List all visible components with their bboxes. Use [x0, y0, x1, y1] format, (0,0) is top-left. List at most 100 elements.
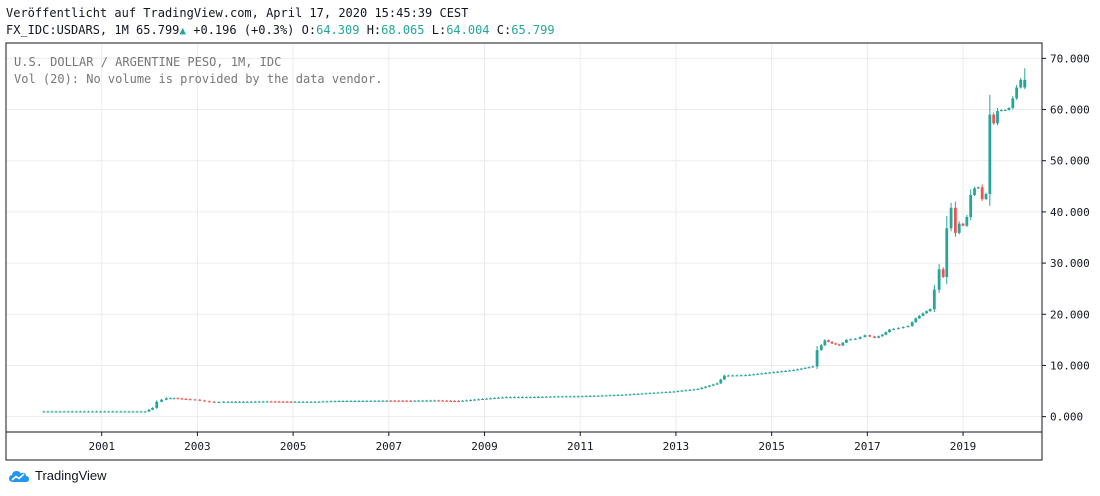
candle-body [736, 375, 739, 376]
volume-note: Vol (20): No volume is provided by the d… [14, 72, 382, 86]
tradingview-logo-icon [8, 469, 30, 483]
candle-body [373, 401, 376, 402]
candle-body [752, 374, 755, 375]
footer-brand[interactable]: TradingView [8, 468, 107, 483]
candle-body [203, 401, 206, 402]
candle-body [661, 392, 664, 393]
candle-body [625, 395, 628, 396]
candle-body [988, 115, 991, 194]
candle-body [342, 401, 345, 402]
candle-body [505, 397, 508, 398]
candle-body [169, 398, 172, 399]
candle-body [453, 401, 456, 402]
candle-body [565, 396, 568, 397]
candle-body [258, 402, 261, 403]
candle-body [314, 402, 317, 403]
candle-body [389, 401, 392, 402]
candle-body [716, 383, 719, 384]
candle-body [653, 393, 656, 394]
candle-body [731, 375, 734, 376]
candle-body [649, 393, 652, 394]
candle-body [569, 396, 572, 397]
candle-body [780, 371, 783, 372]
candle-body [573, 396, 576, 397]
candle-body [306, 402, 309, 403]
candle-body [641, 394, 644, 395]
time-axis-label: 2015 [758, 440, 785, 453]
candle-body [873, 337, 876, 338]
candle-body [744, 375, 747, 376]
candle-body [148, 410, 151, 412]
candle-body [405, 401, 408, 402]
price-axis-label: 40.000 [1050, 206, 1090, 219]
candle-body [700, 388, 703, 389]
candle-body [868, 335, 871, 336]
candle-body [128, 412, 131, 413]
candle-body [417, 401, 420, 402]
candle-body [681, 391, 684, 392]
candle-body [227, 402, 230, 403]
candle-body [772, 372, 775, 373]
candle-body [541, 397, 544, 398]
candle-body [473, 400, 476, 401]
candle-body [776, 372, 779, 373]
candle-body [849, 339, 852, 340]
candle-body [684, 390, 687, 391]
time-axis-label: 2007 [376, 440, 403, 453]
candle-body [278, 402, 281, 403]
candle-body [727, 376, 730, 377]
candle-body [577, 396, 580, 397]
candle-body [820, 345, 823, 350]
candle-body [393, 401, 396, 402]
candle-body [557, 396, 560, 397]
candle-body [922, 313, 925, 316]
candle-body [788, 370, 791, 371]
candle-body [597, 396, 600, 397]
candle-body [553, 397, 556, 398]
candle-body [326, 401, 329, 402]
candle-body [513, 397, 516, 398]
candle-body [246, 402, 249, 403]
candle-body [238, 402, 241, 403]
candle-body [136, 412, 139, 413]
candle-body [877, 336, 880, 338]
candles[interactable] [43, 68, 1027, 412]
candle-body [262, 402, 265, 403]
candle-body [397, 401, 400, 402]
time-axis-label: 2005 [280, 440, 307, 453]
candle-body [449, 401, 452, 402]
time-axis-label: 2011 [567, 440, 594, 453]
candle-body [409, 401, 412, 402]
candle-body [760, 373, 763, 374]
candle-body [1004, 110, 1007, 111]
candle-body [834, 343, 837, 344]
candle-body [107, 412, 110, 413]
candle-body [992, 115, 995, 124]
candle-body [230, 402, 233, 403]
candle-body [756, 374, 759, 375]
price-axis-label: 20.000 [1050, 308, 1090, 321]
candle-body [897, 328, 900, 329]
candle-body [160, 400, 163, 402]
candle-body [911, 322, 914, 326]
candle-body [180, 399, 183, 400]
candle-body [816, 350, 819, 366]
candle-body [601, 396, 604, 397]
last-candle-body [1023, 80, 1026, 88]
candle-body [99, 412, 102, 413]
candle-body [902, 327, 905, 328]
candle-body [633, 394, 636, 395]
candle-body [477, 399, 480, 400]
candle-body [91, 412, 94, 413]
candle-body [657, 393, 660, 394]
candle-body [823, 340, 826, 345]
price-axis-labels: 0.000 10.000 20.000 30.000 40.000 50.000 60.00… [1042, 52, 1090, 423]
candle-body [845, 340, 848, 343]
candle-body [719, 380, 722, 384]
price-axis-label: 50.000 [1050, 155, 1090, 168]
candle-body [881, 335, 884, 337]
candle-body [194, 399, 197, 400]
candle-body [144, 412, 147, 413]
candle-body [310, 402, 313, 403]
